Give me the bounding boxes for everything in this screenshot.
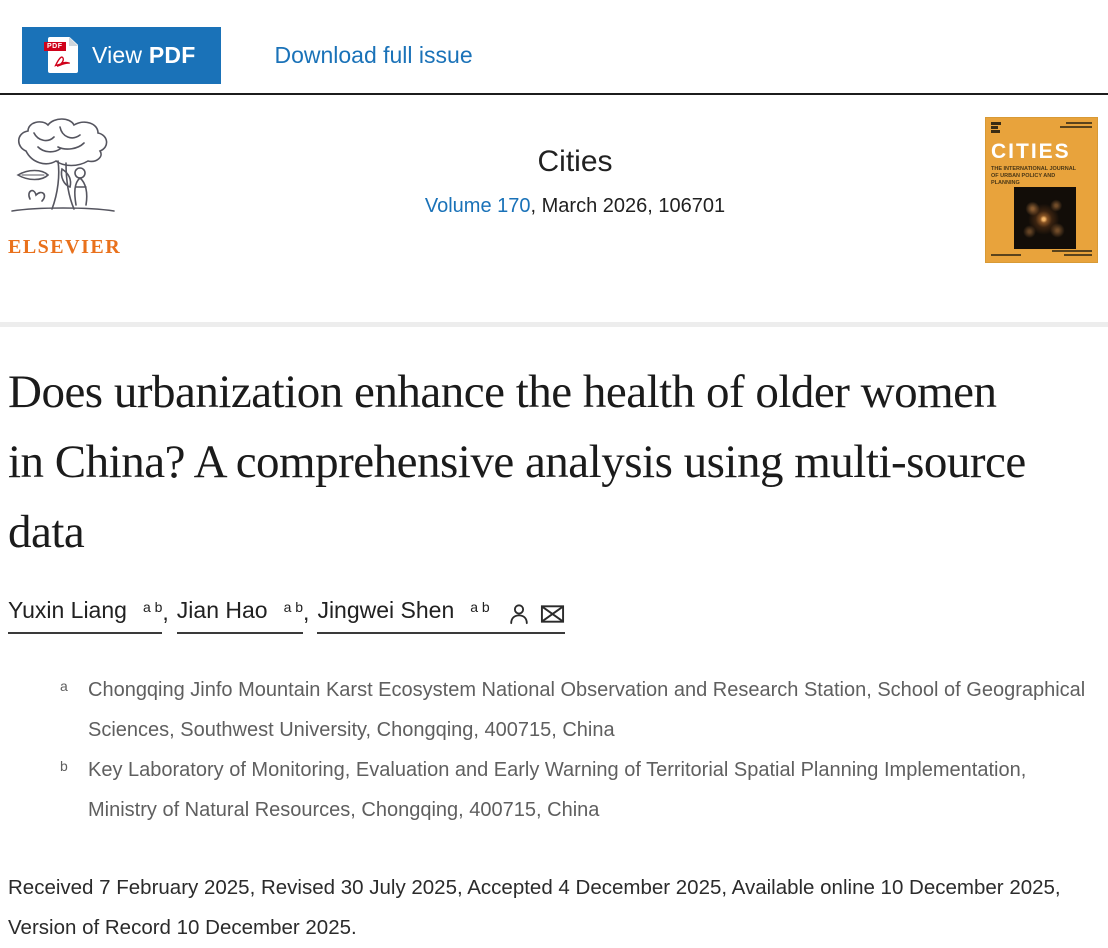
affiliation-text: Chongqing Jinfo Mountain Karst Ecosystem… [88, 679, 1086, 741]
volume-link[interactable]: Volume 170 [424, 195, 531, 217]
cover-publisher-mark [991, 122, 1001, 136]
person-icon [510, 604, 528, 625]
affiliation-a: a Chongqing Jinfo Mountain Karst Ecosyst… [60, 670, 1100, 750]
cover-sciencedirect-text [1052, 250, 1092, 256]
affiliation-list: a Chongqing Jinfo Mountain Karst Ecosyst… [60, 670, 1100, 830]
journal-header: ELSEVIER Cities Volume 170, March 2026, … [0, 95, 1108, 294]
journal-name[interactable]: Cities [537, 145, 613, 178]
author-affil-sup: a b [283, 599, 304, 615]
author-link[interactable]: Jian Hao a b [176, 597, 304, 634]
affiliation-b: b Key Laboratory of Monitoring, Evaluati… [60, 750, 1100, 830]
issue-info: , March 2026, 106701 [530, 195, 726, 217]
journal-info: Cities Volume 170, March 2026, 106701 [165, 117, 985, 218]
affiliation-label: b [60, 758, 68, 774]
article-title: Does urbanization enhance the health of … [8, 366, 1026, 558]
author-affil-sup: a b [470, 599, 490, 615]
article-dates: Received 7 February 2025, Revised 30 Jul… [8, 876, 1061, 939]
volume-line: Volume 170, March 2026, 106701 [165, 195, 985, 218]
view-pdf-label: View PDF [92, 41, 196, 68]
download-full-issue-link[interactable]: Download full issue [274, 41, 473, 68]
section-divider [0, 322, 1108, 327]
cover-volume-text [1060, 122, 1092, 136]
cover-issn-text [991, 254, 1021, 256]
affiliation-label: a [60, 678, 68, 694]
affiliation-text: Key Laboratory of Monitoring, Evaluation… [88, 759, 1027, 821]
envelope-icon [540, 605, 564, 623]
author-link[interactable]: Yuxin Liang a b [8, 597, 163, 634]
pdf-banner-label: PDF [44, 42, 66, 51]
elsevier-wordmark: ELSEVIER [8, 236, 122, 258]
author-separator: , [303, 599, 310, 625]
journal-cover-thumbnail[interactable]: CITIES THE INTERNATIONAL JOURNAL OF URBA… [985, 117, 1098, 263]
toolbar: PDF View PDF Download full issue [0, 0, 1108, 93]
elsevier-tree-icon [11, 118, 115, 212]
cover-title: CITIES [991, 140, 1071, 163]
author-separator: , [162, 599, 169, 625]
cover-city-lights-image [1014, 187, 1076, 249]
pdf-file-icon: PDF [44, 37, 78, 73]
author-name: Jingwei Shen [317, 597, 455, 623]
view-pdf-button[interactable]: PDF View PDF [22, 26, 222, 84]
author-name: Jian Hao [176, 597, 268, 623]
author-name: Yuxin Liang [8, 597, 127, 623]
author-affil-sup: a b [142, 599, 163, 615]
cover-subtitle: THE INTERNATIONAL JOURNAL OF URBAN POLIC… [991, 166, 1076, 186]
author-list: Yuxin Liang a b , Jian Hao a b , Jingwei S… [8, 597, 1108, 634]
author-link-corresponding[interactable]: Jingwei Shen a b [317, 597, 565, 634]
header-divider [0, 93, 1108, 95]
elsevier-logo[interactable]: ELSEVIER [5, 117, 165, 259]
acrobat-swirl-icon [54, 56, 71, 67]
